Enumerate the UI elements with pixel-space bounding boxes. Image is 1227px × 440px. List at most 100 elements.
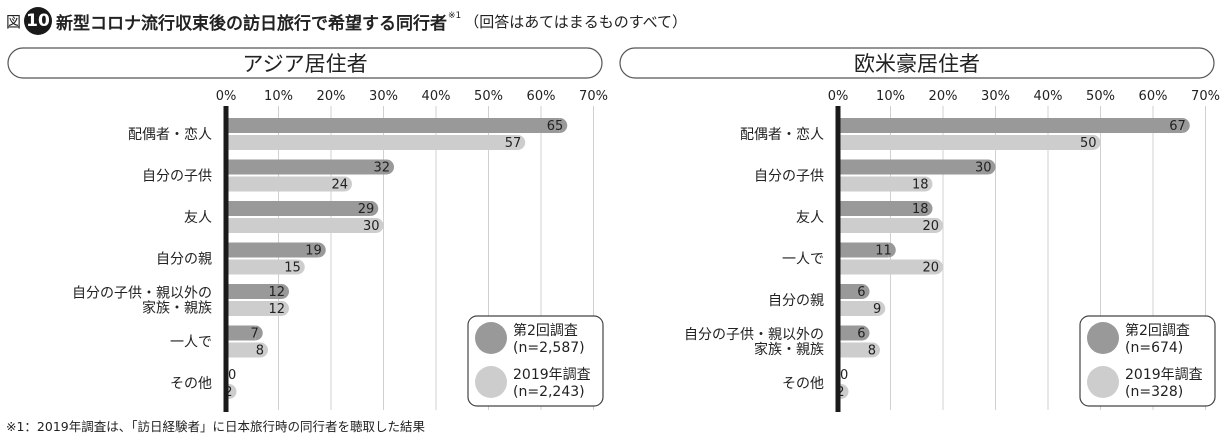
data-label: 67 bbox=[1169, 119, 1186, 134]
bar bbox=[838, 218, 936, 233]
legend-series-n: (n=2,587) bbox=[513, 340, 585, 356]
x-tick-label: 60% bbox=[527, 89, 556, 104]
bar-cap bbox=[370, 201, 379, 216]
bar-cap bbox=[862, 325, 870, 341]
bar-cap bbox=[229, 384, 237, 399]
bar-cap bbox=[318, 242, 326, 258]
category-label: その他 bbox=[782, 376, 824, 392]
chart-title: アジア居住者 bbox=[242, 52, 367, 76]
bar-cap bbox=[925, 176, 933, 192]
x-tick-label: 30% bbox=[369, 89, 398, 104]
bar-cap bbox=[862, 284, 870, 299]
category-label: 自分の子供・親以外の家族・親族 bbox=[72, 286, 212, 317]
chart-title: 欧米豪居住者 bbox=[854, 52, 980, 76]
data-label: 30 bbox=[975, 161, 992, 176]
data-label: 12 bbox=[268, 302, 285, 317]
x-tick-label: 50% bbox=[474, 89, 503, 104]
legend-swatch bbox=[475, 322, 507, 354]
legend-series-name: 第2回調査 bbox=[1125, 322, 1190, 339]
figure-subtitle: （回答はあてはまるものすべて） bbox=[464, 12, 688, 31]
bar bbox=[838, 176, 925, 192]
bar bbox=[226, 159, 387, 175]
x-tick-label: 0% bbox=[216, 89, 237, 104]
data-label: 8 bbox=[256, 344, 264, 359]
x-tick-label: 20% bbox=[317, 89, 346, 104]
data-label: 11 bbox=[875, 244, 892, 259]
x-tick-label: 50% bbox=[1086, 89, 1115, 104]
y-axis-line bbox=[835, 106, 841, 412]
data-label: 0 bbox=[840, 368, 848, 383]
x-tick-label: 40% bbox=[422, 89, 451, 104]
category-label: 自分の親 bbox=[768, 293, 824, 309]
data-label: 57 bbox=[505, 136, 522, 151]
legend-swatch bbox=[1087, 322, 1119, 354]
data-label: 30 bbox=[363, 219, 380, 234]
category-label: 配偶者・恋人 bbox=[740, 126, 824, 143]
bar bbox=[226, 342, 261, 358]
bar-cap bbox=[386, 159, 395, 175]
category-label: 一人で bbox=[170, 335, 212, 351]
category-label: 友人 bbox=[796, 210, 824, 226]
data-label: 24 bbox=[331, 178, 348, 193]
data-label: 12 bbox=[268, 285, 285, 300]
bar bbox=[838, 342, 873, 358]
data-label: 8 bbox=[868, 344, 876, 359]
bar-cap bbox=[877, 301, 886, 316]
bar bbox=[838, 325, 862, 341]
x-tick-label: 60% bbox=[1139, 89, 1168, 104]
chart-asia: アジア居住者 0% 10% 20% 30% 40% 50% 60% 70% 配偶者・恋人 65 57 自… bbox=[7, 47, 608, 412]
bar-cap bbox=[281, 284, 290, 299]
data-label: 9 bbox=[873, 302, 881, 317]
bar-cap bbox=[935, 259, 943, 275]
figure-main-title: 新型コロナ流行収束後の訪日旅行で希望する同行者 bbox=[56, 13, 448, 34]
footnote: ※1：2019年調査は、「訪日経験者」に日本旅行時の同行者を聴取した結果 bbox=[6, 419, 425, 434]
bar-cap bbox=[255, 325, 263, 341]
bar-cap bbox=[260, 342, 268, 358]
bar-cap bbox=[1093, 135, 1101, 150]
category-label: 自分の子供・親以外の家族・親族 bbox=[684, 327, 824, 358]
bar-cap bbox=[988, 159, 996, 175]
data-label: 15 bbox=[284, 261, 301, 276]
data-label: 18 bbox=[912, 178, 929, 193]
bar bbox=[226, 135, 518, 150]
bar-cap bbox=[841, 384, 849, 399]
category-label: 一人で bbox=[782, 252, 824, 268]
data-label: 7 bbox=[250, 327, 258, 342]
category-label: 友人 bbox=[184, 210, 212, 226]
bar-cap bbox=[888, 242, 896, 258]
figure-prefix: 図 bbox=[6, 12, 22, 31]
bar-cap bbox=[376, 218, 384, 233]
x-tick-label: 70% bbox=[579, 89, 608, 104]
x-tick-label: 20% bbox=[929, 89, 958, 104]
figure-title: 図 10 新型コロナ流行収束後の訪日旅行で希望する同行者 ※1 （回答はあてはま… bbox=[6, 6, 687, 36]
chart-title-frame bbox=[619, 47, 1215, 79]
bar bbox=[838, 118, 1183, 133]
figure-note-mark: ※1 bbox=[448, 11, 462, 21]
bar bbox=[226, 325, 256, 341]
bar bbox=[838, 201, 925, 216]
y-axis-line bbox=[223, 106, 229, 412]
legend-series-n: (n=2,243) bbox=[513, 384, 585, 400]
legend-series-name: 2019年調査 bbox=[513, 367, 591, 383]
x-tick-label: 10% bbox=[264, 89, 293, 104]
bar bbox=[226, 118, 560, 133]
legend-series-n: (n=328) bbox=[1125, 384, 1183, 400]
category-label: 自分の親 bbox=[156, 252, 212, 268]
bar bbox=[226, 301, 282, 316]
bar bbox=[226, 259, 298, 275]
bar-cap bbox=[297, 259, 305, 275]
data-label: 32 bbox=[373, 161, 390, 176]
x-tick-label: 30% bbox=[981, 89, 1010, 104]
legend-series-name: 第2回調査 bbox=[513, 322, 578, 339]
chart-western: 欧米豪居住者 0% 10% 20% 30% 40% 50% 60% 70% 配偶者・恋人 67 50 自… bbox=[619, 47, 1220, 412]
data-label: 20 bbox=[922, 219, 939, 234]
bar-cap bbox=[344, 176, 352, 192]
category-label: その他 bbox=[170, 376, 212, 392]
bar bbox=[838, 301, 878, 316]
bar bbox=[226, 218, 376, 233]
bar-cap bbox=[281, 301, 290, 316]
bar bbox=[226, 201, 371, 216]
bar-cap bbox=[1182, 118, 1190, 133]
figure-number-badge: 10 bbox=[24, 7, 53, 35]
category-label: 自分の子供 bbox=[142, 169, 212, 185]
